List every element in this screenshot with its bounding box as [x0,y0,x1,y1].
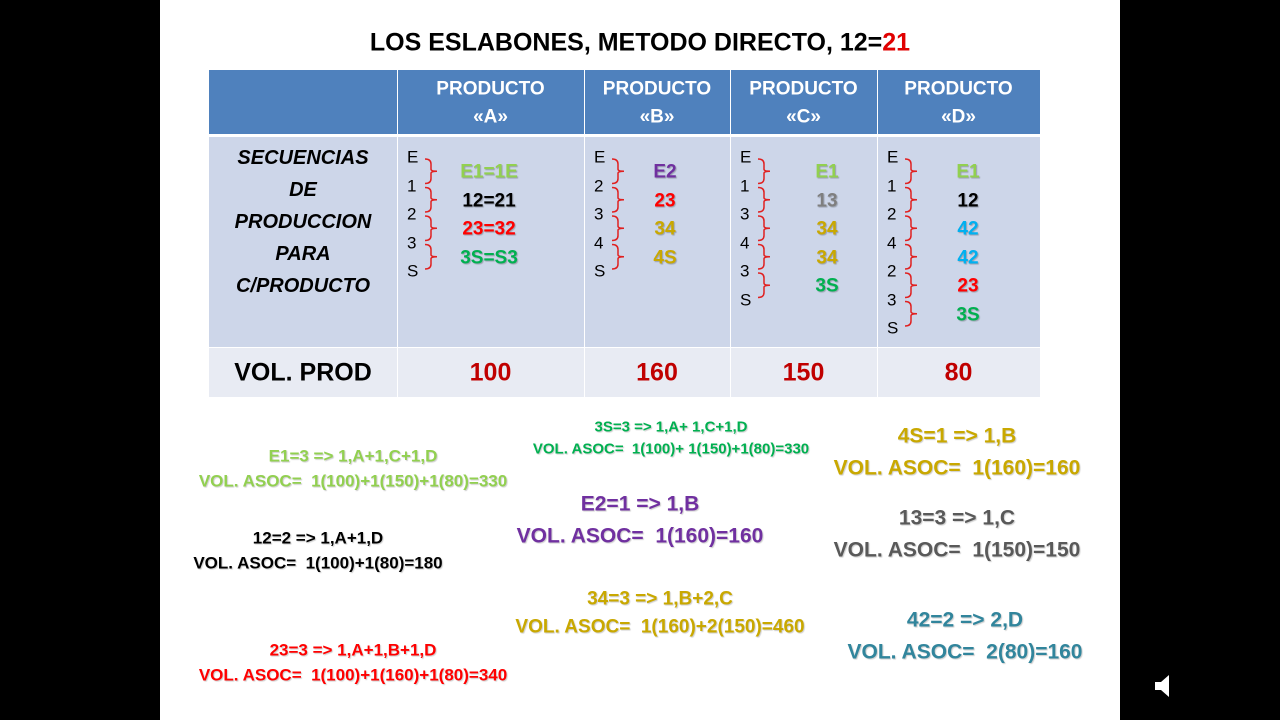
note-line1: 34=3 => 1,B+2,C [587,588,733,610]
sequence-link: 4S [653,247,677,269]
sequence-step: 3 [407,233,417,252]
sequence-link: 42 [957,218,979,240]
volume-value: 100 [469,358,512,387]
header-line2: «D» [941,106,976,128]
note-line1: 23=3 => 1,A+1,B+1,D [269,640,437,660]
note-line2: VOL. ASOC= 1(160)+2(150)=460 [515,616,805,638]
sequence-link: E2 [653,161,677,183]
body-row [209,137,1040,347]
sequence-step: 2 [887,261,897,281]
sequence-step: 3 [740,261,750,281]
row-label: SECUENCIAS [237,147,369,169]
note-line1: 13=3 => 1,C [898,506,1016,530]
sequence-step: S [887,318,899,338]
sequence-step: S [407,261,419,281]
volume-row [209,348,1040,397]
row-label: PARA [275,243,331,265]
note-line2: VOL. ASOC= 1(160)=160 [833,456,1081,480]
sequence-step: 3 [887,290,897,309]
row-label: DE [289,179,317,201]
note-line2: VOL. ASOC= 1(160)=160 [516,524,764,548]
sequence-step: E [594,147,606,167]
sequence-step: 2 [594,176,604,195]
note-line2: VOL. ASOC= 1(100)+ 1(150)+1(80)=330 [532,440,810,458]
sequence-link: 12 [957,190,979,212]
volume-value: 160 [636,358,678,387]
note-line1: 4S=1 => 1,B [897,424,1017,448]
note-line1: 3S=3 => 1,A+ 1,C+1,D [594,418,748,436]
sequence-step: 4 [887,233,897,252]
header-line1: PRODUCTO [749,78,858,100]
sequence-step: 2 [407,204,417,224]
sequence-link: 42 [957,247,979,269]
header-line2: «A» [473,106,508,128]
note-line2: VOL. ASOC= 1(100)+1(160)+1(80)=340 [198,665,508,685]
title-highlight: 21 [882,28,911,57]
row-divider [209,347,1040,348]
sequence-link: E1 [815,161,839,183]
sequence-link: 3S=S3 [460,247,518,269]
sequence-link: 34 [816,247,838,269]
sequence-link: 34 [816,218,838,240]
sequence-step: S [740,290,752,309]
row-label: C/PRODUCTO [235,275,371,297]
note-line1: E1=3 => 1,A+1,C+1,D [268,446,438,466]
note-line2: VOL. ASOC= 1(100)+1(80)=180 [193,553,443,573]
volume-value: 150 [782,358,825,387]
header-line1: PRODUCTO [436,78,545,100]
column-divider [730,70,731,397]
sequence-step: E [407,147,419,167]
sequence-step: 4 [594,233,604,252]
sequence-step: 4 [740,233,750,252]
header-line2: «C» [786,106,821,128]
sequence-link: 23 [957,275,979,297]
sequence-link: 23=32 [462,218,516,240]
note-line2: VOL. ASOC= 1(150)=150 [833,538,1081,562]
speaker-icon [1155,675,1169,697]
sequence-link: 12=21 [462,190,516,212]
sequence-step: 3 [740,204,750,224]
sequence-step: 1 [887,176,897,195]
sequence-link: 3S [815,275,839,297]
row-label: PRODUCCION [234,211,372,233]
header-line1: PRODUCTO [904,78,1013,100]
note-line1: 12=2 => 1,A+1,D [252,528,384,548]
slide: LOS ESLABONES, METODO DIRECTO, 12=21 PRO… [160,0,1120,720]
column-divider [584,70,585,397]
sequence-step: E [887,147,899,167]
sequence-step: 2 [887,204,897,224]
title: LOS ESLABONES, METODO DIRECTO, 12=21 [369,28,911,57]
sequence-link: 3S [956,304,980,326]
sequence-step: E [740,147,752,167]
sequence-step: S [594,261,606,281]
column-divider [397,70,398,397]
sequence-link: E1 [956,161,980,183]
row-divider [209,134,1040,137]
speaker-shape [1155,675,1169,697]
note-line2: VOL. ASOC= 2(80)=160 [847,640,1083,664]
sequence-link: 23 [654,190,676,212]
note-line1: E2=1 => 1,B [580,492,700,516]
volume-value: 80 [944,358,973,387]
volume-label: VOL. PROD [234,358,372,387]
header-line1: PRODUCTO [602,78,712,100]
title-text: LOS ESLABONES, METODO DIRECTO, 12= [369,28,883,57]
sequence-link: E1=1E [460,161,518,183]
sequence-step: 1 [740,176,750,195]
sequence-step: 3 [594,204,604,224]
note-line2: VOL. ASOC= 1(100)+1(150)+1(80)=330 [198,471,508,491]
header-row [209,70,1040,134]
sequence-link: 34 [654,218,676,240]
column-divider [877,70,878,397]
sequence-link: 13 [816,190,838,212]
header-line2: «B» [639,106,675,128]
note-line1: 42=2 => 2,D [906,608,1024,632]
sequence-step: 1 [407,176,417,195]
